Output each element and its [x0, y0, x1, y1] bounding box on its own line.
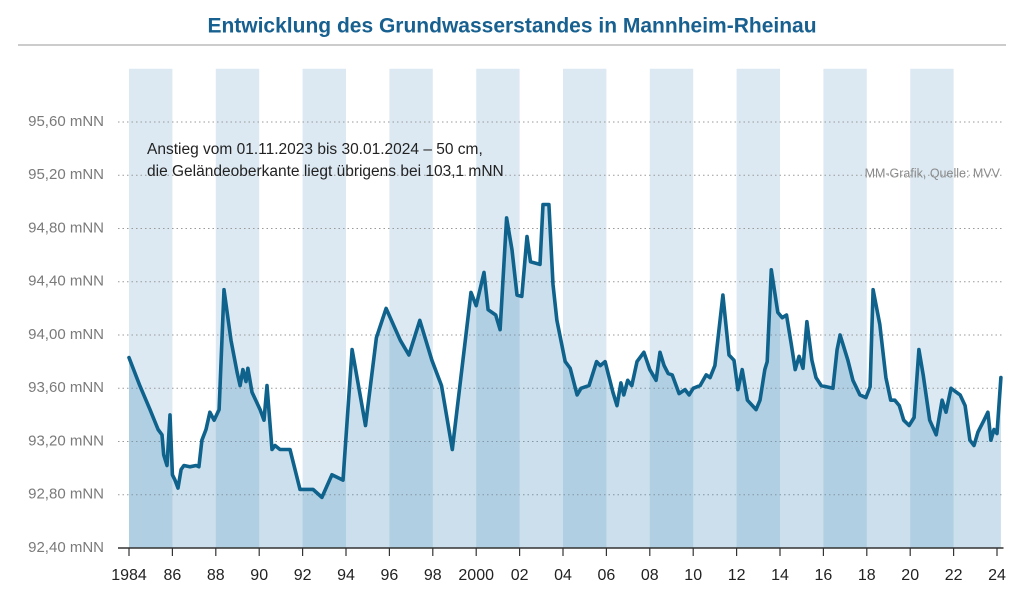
x-tick-label: 86 [164, 567, 182, 584]
annotation: die Geländeoberkante liegt übrigens bei … [147, 163, 504, 180]
x-tick-label: 1984 [111, 567, 147, 584]
chart-title: Entwicklung des Grundwasserstandes in Ma… [207, 15, 816, 38]
y-tick-label: 92,80 mNN [28, 486, 104, 503]
x-tick-label: 88 [207, 567, 225, 584]
x-tick-label: 06 [598, 567, 616, 584]
y-tick-label: 93,60 mNN [28, 379, 104, 396]
x-tick-label: 98 [424, 567, 442, 584]
y-tick-label: 92,40 mNN [28, 539, 104, 556]
stripe [302, 68, 346, 548]
stripe [649, 68, 694, 548]
y-tick-label: 93,20 mNN [28, 432, 104, 449]
y-tick-label: 95,20 mNN [28, 166, 104, 183]
y-tick-label: 95,60 mNN [28, 113, 104, 130]
y-tick-label: 94,80 mNN [28, 219, 104, 236]
stripe [476, 68, 520, 548]
plot [127, 202, 1003, 548]
stripe [736, 68, 780, 548]
axes: 92,40 mNN 92,80 mNN 93,20 mNN 93,60 mNN 94,0… [28, 113, 1006, 584]
x-tick-label: 24 [988, 567, 1006, 584]
x-tick-label: 92 [294, 567, 312, 584]
stripe [563, 68, 607, 548]
x-tick-label: 2000 [458, 567, 494, 584]
x-tick-label: 16 [815, 567, 833, 584]
stripe [823, 68, 867, 548]
stripe [389, 68, 433, 548]
x-tick-label: 10 [684, 567, 702, 584]
stripes [129, 68, 954, 548]
x-tick-label: 04 [554, 567, 572, 584]
x-tick-label: 02 [511, 567, 529, 584]
x-tick-label: 90 [250, 567, 268, 584]
x-tick-label: 96 [381, 567, 399, 584]
stripe [129, 68, 173, 548]
x-tick-label: 14 [771, 567, 789, 584]
x-tick-label: 18 [858, 567, 876, 584]
x-tick-label: 12 [728, 567, 746, 584]
source: MM-Grafik, Quelle: MVV [865, 166, 1001, 180]
annotation: Anstieg vom 01.11.2023 bis 30.01.2024 – … [147, 141, 483, 158]
y-tick-label: 94,00 mNN [28, 326, 104, 343]
y-tick-label: 94,40 mNN [28, 273, 104, 290]
line [127, 202, 1003, 500]
x-tick-label: 22 [945, 567, 963, 584]
stripe [910, 68, 954, 548]
x-tick-label: 94 [337, 567, 355, 584]
x-tick-label: 20 [901, 567, 919, 584]
x-tick-label: 08 [641, 567, 659, 584]
area [129, 204, 1001, 548]
